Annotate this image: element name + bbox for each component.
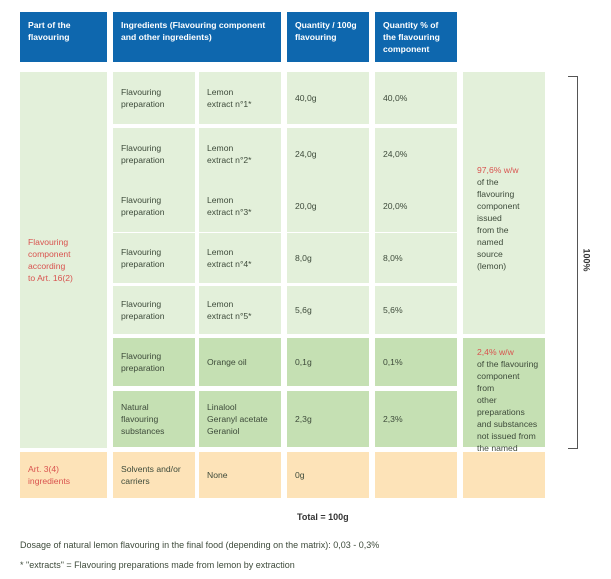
row4-qty: 8,0g bbox=[287, 233, 369, 283]
row4-pct: 8,0% bbox=[375, 233, 457, 283]
row1-qty: 40,0g bbox=[287, 72, 369, 124]
row5-name: Lemon extract n°5* bbox=[199, 286, 281, 334]
part-flavouring-component: Flavouring component according to Art. 1… bbox=[20, 72, 107, 448]
note-empty bbox=[463, 452, 545, 498]
row6-type: Flavouring preparation bbox=[113, 338, 195, 386]
header-part: Part of the flavouring bbox=[20, 12, 107, 62]
row5-pct: 5,6% bbox=[375, 286, 457, 334]
row7-pct: 2,3% bbox=[375, 391, 457, 447]
part-art34-label: Art. 3(4) ingredients bbox=[28, 464, 71, 486]
hundred-percent-label: 100% bbox=[581, 248, 592, 272]
hundred-percent-bracket bbox=[568, 76, 578, 449]
extracts-footnote: * "extracts" = Flavouring preparations m… bbox=[20, 560, 295, 570]
note2-value: 2,4% w/w bbox=[477, 347, 514, 357]
row6-pct: 0,1% bbox=[375, 338, 457, 386]
row4-name: Lemon extract n°4* bbox=[199, 233, 281, 283]
note1-text: of the flavouring component issued from … bbox=[477, 177, 520, 271]
row3-type: Flavouring preparation bbox=[113, 180, 195, 232]
row7-name: Linalool Geranyl acetate Geraniol bbox=[199, 391, 281, 447]
row8-qty: 0g bbox=[287, 452, 369, 498]
header-percent: Quantity % of the flavouring component bbox=[375, 12, 457, 62]
row8-pct bbox=[375, 452, 457, 498]
row8-name: None bbox=[199, 452, 281, 498]
row1-type: Flavouring preparation bbox=[113, 72, 195, 124]
note-other-sources: 2,4% w/w of the flavouring component fro… bbox=[463, 338, 545, 477]
total-label: Total = 100g bbox=[297, 512, 349, 522]
row5-type: Flavouring preparation bbox=[113, 286, 195, 334]
part-art34: Art. 3(4) ingredients bbox=[20, 452, 107, 498]
row7-type: Natural flavouring substances bbox=[113, 391, 195, 447]
row3-name: Lemon extract n°3* bbox=[199, 180, 281, 232]
row5-qty: 5,6g bbox=[287, 286, 369, 334]
row7-qty: 2,3g bbox=[287, 391, 369, 447]
row2-name: Lemon extract n°2* bbox=[199, 128, 281, 180]
row1-pct: 40,0% bbox=[375, 72, 457, 124]
row3-qty: 20,0g bbox=[287, 180, 369, 232]
header-quantity: Quantity / 100g flavouring bbox=[287, 12, 369, 62]
row6-name: Orange oil bbox=[199, 338, 281, 386]
note-named-source: 97,6% w/w of the flavouring component is… bbox=[463, 72, 545, 334]
row2-pct: 24,0% bbox=[375, 128, 457, 180]
row6-qty: 0,1g bbox=[287, 338, 369, 386]
dosage-footnote: Dosage of natural lemon flavouring in th… bbox=[20, 540, 380, 550]
part-flavouring-label: Flavouring component according to Art. 1… bbox=[28, 237, 73, 283]
row8-type: Solvents and/or carriers bbox=[113, 452, 195, 498]
header-ingredients: Ingredients (Flavouring component and ot… bbox=[113, 12, 281, 62]
row2-type: Flavouring preparation bbox=[113, 128, 195, 180]
note1-value: 97,6% w/w bbox=[477, 165, 519, 175]
row2-qty: 24,0g bbox=[287, 128, 369, 180]
row3-pct: 20,0% bbox=[375, 180, 457, 232]
row1-name: Lemon extract n°1* bbox=[199, 72, 281, 124]
row4-type: Flavouring preparation bbox=[113, 233, 195, 283]
